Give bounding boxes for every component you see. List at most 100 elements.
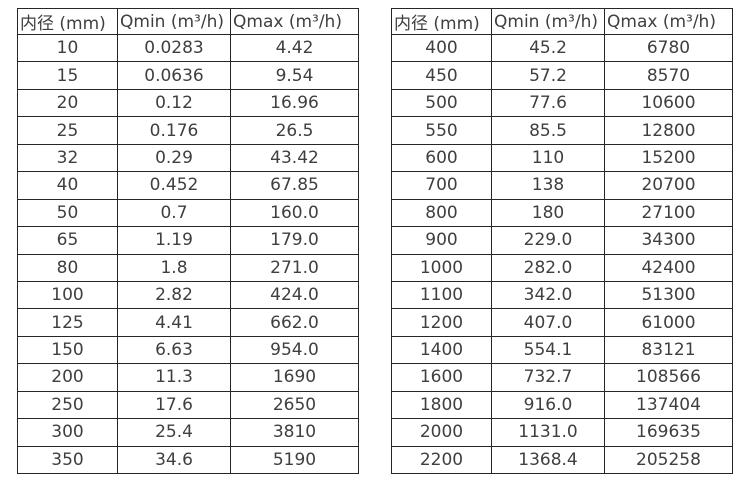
table-cell: 57.2 <box>491 61 605 90</box>
table-cell: 10 <box>17 33 118 63</box>
table-cell: 600 <box>391 143 492 173</box>
table-row: 1100 342.0 51300 <box>391 280 733 310</box>
table-cell: 2.82 <box>117 280 231 310</box>
table-cell: 0.7 <box>117 198 231 228</box>
table-cell: 0.452 <box>117 171 231 200</box>
table-row: 10 0.0283 4.42 <box>17 33 359 63</box>
flow-table-large-diameters: 内径 (mm) Qmin (m³/h) Qmax (m³/h) 400 45.2 6… <box>391 8 733 475</box>
table-cell: 9.54 <box>230 61 359 90</box>
table-cell: 282.0 <box>491 253 605 282</box>
table-cell: 342.0 <box>491 280 605 310</box>
table-cell: 150 <box>17 335 118 365</box>
table-cell: 2650 <box>230 390 359 420</box>
table-cell: 42400 <box>604 253 733 282</box>
table-cell: 10600 <box>604 88 733 118</box>
table-cell: 900 <box>391 226 492 255</box>
table-cell: 2000 <box>391 418 492 447</box>
table-cell: 800 <box>391 198 492 228</box>
table-cell: 350 <box>17 445 118 475</box>
table-cell: 0.12 <box>117 88 231 118</box>
table-cell: 662.0 <box>230 308 359 337</box>
table-cell: 17.6 <box>117 390 231 420</box>
table-cell: 16.96 <box>230 88 359 118</box>
table-row: 65 1.19 179.0 <box>17 226 359 255</box>
table-cell: 32 <box>17 143 118 173</box>
flow-table-small-diameters: 内径 (mm) Qmin (m³/h) Qmax (m³/h) 10 0.0283… <box>17 8 359 475</box>
table-cell: 0.176 <box>117 116 231 145</box>
table-cell: 1690 <box>230 363 359 392</box>
table-cell: 110 <box>491 143 605 173</box>
table-row: 50 0.7 160.0 <box>17 198 359 228</box>
table-cell: 400 <box>391 33 492 63</box>
table-row: 450 57.2 8570 <box>391 61 733 90</box>
table-cell: 3810 <box>230 418 359 447</box>
table-cell: 250 <box>17 390 118 420</box>
table-row: 1200 407.0 61000 <box>391 308 733 337</box>
table-row: 800 180 27100 <box>391 198 733 228</box>
table-cell: 12800 <box>604 116 733 145</box>
table-row: 500 77.6 10600 <box>391 88 733 118</box>
table-cell: 424.0 <box>230 280 359 310</box>
table-row: 25 0.176 26.5 <box>17 116 359 145</box>
table-cell: 5190 <box>230 445 359 475</box>
table-row: 2200 1368.4 205258 <box>391 445 733 475</box>
table-cell: 61000 <box>604 308 733 337</box>
table-cell: 1368.4 <box>491 445 605 475</box>
table-body: 10 0.0283 4.42 15 0.0636 9.54 20 0.12 16.96 25 0.1… <box>17 33 359 475</box>
table-cell: 138 <box>491 171 605 200</box>
table-cell: 954.0 <box>230 335 359 365</box>
table-cell: 180 <box>491 198 605 228</box>
table-cell: 67.85 <box>230 171 359 200</box>
table-cell: 4.42 <box>230 33 359 63</box>
table-cell: 51300 <box>604 280 733 310</box>
table-cell: 1400 <box>391 335 492 365</box>
header-qmin: Qmin (m³/h) <box>491 8 605 35</box>
table-cell: 554.1 <box>491 335 605 365</box>
table-cell: 6780 <box>604 33 733 63</box>
table-cell: 27100 <box>604 198 733 228</box>
table-cell: 407.0 <box>491 308 605 337</box>
table-row: 400 45.2 6780 <box>391 33 733 63</box>
table-row: 150 6.63 954.0 <box>17 335 359 365</box>
header-qmax: Qmax (m³/h) <box>230 8 359 35</box>
table-row: 100 2.82 424.0 <box>17 280 359 310</box>
table-cell: 40 <box>17 171 118 200</box>
table-row: 15 0.0636 9.54 <box>17 61 359 90</box>
table-row: 1800 916.0 137404 <box>391 390 733 420</box>
table-cell: 2200 <box>391 445 492 475</box>
table-cell: 169635 <box>604 418 733 447</box>
table-row: 250 17.6 2650 <box>17 390 359 420</box>
table-cell: 229.0 <box>491 226 605 255</box>
table-header: 内径 (mm) Qmin (m³/h) Qmax (m³/h) <box>17 8 359 35</box>
table-cell: 200 <box>17 363 118 392</box>
table-row: 300 25.4 3810 <box>17 418 359 447</box>
table-row: 32 0.29 43.42 <box>17 143 359 173</box>
table-cell: 179.0 <box>230 226 359 255</box>
table-cell: 15 <box>17 61 118 90</box>
table-cell: 1.8 <box>117 253 231 282</box>
table-cell: 45.2 <box>491 33 605 63</box>
table-row: 20 0.12 16.96 <box>17 88 359 118</box>
table-cell: 34300 <box>604 226 733 255</box>
table-cell: 1100 <box>391 280 492 310</box>
table-cell: 4.41 <box>117 308 231 337</box>
table-cell: 25.4 <box>117 418 231 447</box>
table-cell: 43.42 <box>230 143 359 173</box>
table-cell: 108566 <box>604 363 733 392</box>
table-row: 1600 732.7 108566 <box>391 363 733 392</box>
table-cell: 0.29 <box>117 143 231 173</box>
table-cell: 6.63 <box>117 335 231 365</box>
table-cell: 1.19 <box>117 226 231 255</box>
table-cell: 25 <box>17 116 118 145</box>
table-header: 内径 (mm) Qmin (m³/h) Qmax (m³/h) <box>391 8 733 35</box>
table-cell: 1131.0 <box>491 418 605 447</box>
table-cell: 160.0 <box>230 198 359 228</box>
table-cell: 300 <box>17 418 118 447</box>
table-cell: 26.5 <box>230 116 359 145</box>
header-row: 内径 (mm) Qmin (m³/h) Qmax (m³/h) <box>17 8 359 35</box>
table-cell: 700 <box>391 171 492 200</box>
table-cell: 0.0283 <box>117 33 231 63</box>
table-cell: 125 <box>17 308 118 337</box>
table-cell: 271.0 <box>230 253 359 282</box>
